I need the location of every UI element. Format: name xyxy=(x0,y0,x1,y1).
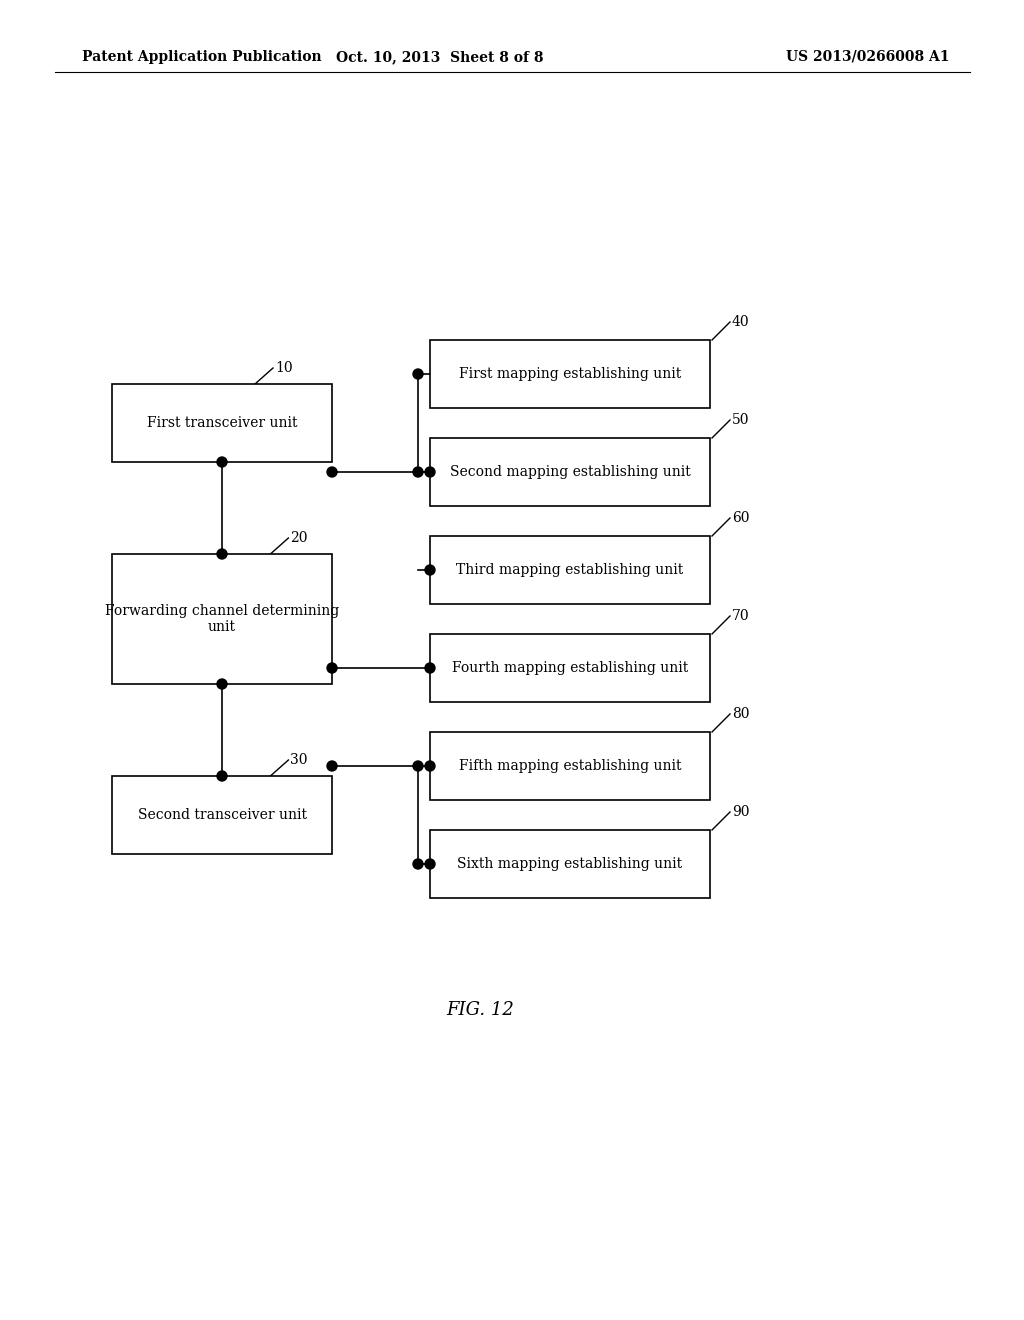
Text: First transceiver unit: First transceiver unit xyxy=(146,416,297,430)
Bar xyxy=(112,776,332,854)
Text: Fourth mapping establishing unit: Fourth mapping establishing unit xyxy=(452,661,688,675)
Text: US 2013/0266008 A1: US 2013/0266008 A1 xyxy=(786,50,950,63)
Text: 20: 20 xyxy=(291,531,308,545)
Text: 60: 60 xyxy=(732,511,750,525)
Circle shape xyxy=(413,467,423,477)
Text: 90: 90 xyxy=(732,805,750,818)
Text: Oct. 10, 2013  Sheet 8 of 8: Oct. 10, 2013 Sheet 8 of 8 xyxy=(336,50,544,63)
Circle shape xyxy=(413,859,423,869)
Circle shape xyxy=(425,859,435,869)
Circle shape xyxy=(413,370,423,379)
Text: 50: 50 xyxy=(732,413,750,426)
Bar xyxy=(112,384,332,462)
Text: Fifth mapping establishing unit: Fifth mapping establishing unit xyxy=(459,759,681,774)
Circle shape xyxy=(217,771,227,781)
Text: 70: 70 xyxy=(732,609,750,623)
Bar xyxy=(430,438,710,506)
Circle shape xyxy=(425,565,435,576)
Text: 80: 80 xyxy=(732,708,750,721)
Circle shape xyxy=(425,663,435,673)
Text: 10: 10 xyxy=(275,360,293,375)
Circle shape xyxy=(413,762,423,771)
Bar xyxy=(430,733,710,800)
Text: 30: 30 xyxy=(291,752,308,767)
Circle shape xyxy=(425,467,435,477)
Text: Second transceiver unit: Second transceiver unit xyxy=(137,808,306,822)
Text: Forwarding channel determining
unit: Forwarding channel determining unit xyxy=(104,605,339,634)
Text: Third mapping establishing unit: Third mapping establishing unit xyxy=(457,564,684,577)
Text: Sixth mapping establishing unit: Sixth mapping establishing unit xyxy=(458,857,683,871)
Text: 40: 40 xyxy=(732,315,750,329)
Circle shape xyxy=(217,678,227,689)
Circle shape xyxy=(327,467,337,477)
Bar xyxy=(112,554,332,684)
Bar xyxy=(430,536,710,605)
Bar xyxy=(430,634,710,702)
Circle shape xyxy=(425,762,435,771)
Circle shape xyxy=(327,663,337,673)
Circle shape xyxy=(327,762,337,771)
Text: Patent Application Publication: Patent Application Publication xyxy=(82,50,322,63)
Text: Second mapping establishing unit: Second mapping establishing unit xyxy=(450,465,690,479)
Bar xyxy=(430,830,710,898)
Bar xyxy=(430,341,710,408)
Text: First mapping establishing unit: First mapping establishing unit xyxy=(459,367,681,381)
Text: FIG. 12: FIG. 12 xyxy=(446,1001,514,1019)
Circle shape xyxy=(217,549,227,558)
Circle shape xyxy=(217,457,227,467)
